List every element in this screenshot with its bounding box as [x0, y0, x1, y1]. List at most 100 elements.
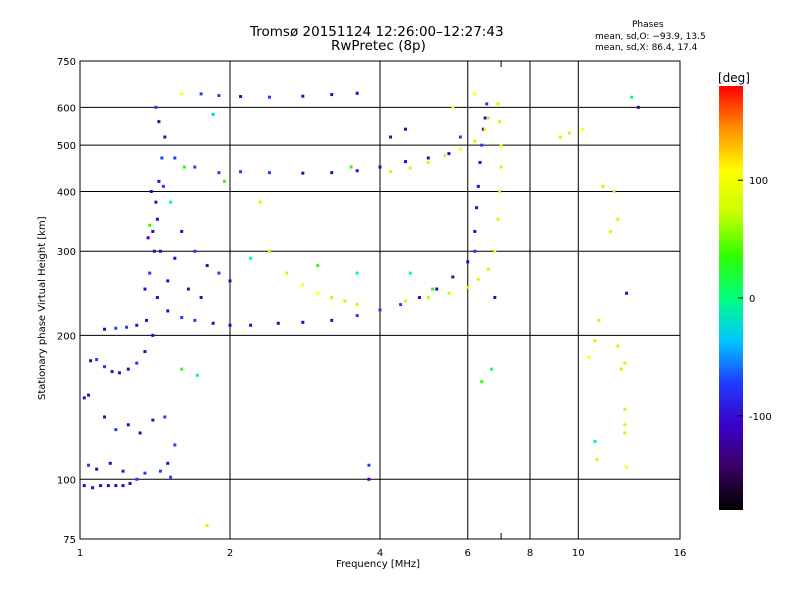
data-point	[114, 428, 118, 432]
data-point	[182, 165, 186, 169]
data-point	[95, 467, 99, 471]
data-point	[630, 95, 634, 99]
chart-subtitle: RwPretec (8p)	[331, 38, 426, 54]
phases-stats-x-mode: mean, sd,X: 86.4, 17.4	[595, 43, 698, 53]
data-point	[199, 92, 203, 96]
data-point	[408, 271, 412, 275]
data-point	[173, 156, 177, 160]
x-tick-label: 2	[227, 548, 233, 559]
x-tick-label: 8	[527, 548, 533, 559]
data-point	[154, 200, 158, 204]
data-point	[89, 359, 93, 363]
data-point	[103, 415, 107, 419]
data-point	[458, 135, 462, 139]
data-point	[205, 524, 209, 528]
data-point	[166, 309, 170, 313]
data-point	[316, 264, 320, 268]
data-point	[228, 323, 232, 327]
data-point	[399, 303, 403, 307]
data-point	[108, 461, 112, 465]
data-point	[180, 92, 184, 96]
data-point	[355, 91, 359, 95]
data-point	[155, 217, 159, 221]
x-tick-label: 10	[572, 548, 585, 559]
y-tick-label: 75	[63, 535, 76, 546]
data-point	[95, 358, 99, 362]
x-tick-label: 16	[674, 548, 687, 559]
data-point	[239, 170, 243, 174]
data-point	[106, 484, 110, 488]
chart-title: Tromsø 20151124 12:26:00–12:27:43	[250, 24, 504, 40]
data-point	[403, 299, 407, 303]
data-point	[330, 296, 334, 300]
data-point	[163, 135, 167, 139]
data-point	[466, 285, 470, 289]
data-point	[114, 326, 118, 330]
data-point	[117, 371, 121, 375]
data-point	[567, 131, 571, 135]
data-point	[146, 236, 150, 240]
data-point	[486, 267, 490, 271]
data-point	[155, 296, 159, 300]
y-tick-label: 300	[57, 247, 76, 258]
data-point	[478, 160, 482, 164]
data-point	[587, 355, 591, 359]
data-point	[91, 486, 95, 490]
data-point	[623, 423, 627, 427]
data-point	[426, 296, 430, 300]
data-point	[276, 321, 280, 325]
colorbar: 100 0 -100	[719, 86, 772, 510]
data-point	[126, 423, 130, 427]
y-tick-label: 100	[57, 475, 76, 486]
data-point	[378, 165, 382, 169]
data-point	[623, 407, 627, 411]
data-point	[151, 333, 155, 337]
data-point	[483, 116, 487, 120]
data-point	[82, 484, 86, 488]
data-point	[316, 291, 320, 295]
data-point	[355, 314, 359, 318]
data-point	[285, 271, 289, 275]
plot-frame	[79, 60, 681, 540]
data-point	[558, 135, 562, 139]
data-point	[490, 367, 494, 371]
data-point	[249, 323, 253, 327]
x-axis-label: Frequency [MHz]	[336, 559, 421, 570]
data-point	[496, 102, 500, 106]
data-point	[476, 184, 480, 188]
data-point	[473, 139, 477, 143]
data-point	[426, 160, 430, 164]
data-point	[86, 463, 90, 467]
data-point	[143, 350, 147, 354]
data-point	[160, 156, 164, 160]
phases-stats-heading: Phases	[632, 20, 664, 30]
data-point	[435, 287, 439, 291]
data-point	[619, 367, 623, 371]
data-point	[114, 484, 118, 488]
data-point	[349, 165, 353, 169]
data-point	[193, 165, 197, 169]
data-point	[154, 105, 158, 109]
data-point	[498, 189, 502, 193]
phases-stats-o-mode: mean, sd,O: −93.9, 13.5	[595, 32, 706, 42]
data-point	[149, 189, 153, 193]
data-point	[267, 249, 271, 253]
colorbar-tick-label: -100	[749, 412, 772, 423]
y-tick-label: 500	[57, 141, 76, 152]
data-point	[173, 443, 177, 447]
data-point	[476, 277, 480, 281]
data-point	[330, 171, 334, 175]
data-point	[86, 393, 90, 397]
data-point	[99, 484, 103, 488]
data-point	[480, 143, 484, 147]
data-point	[301, 171, 305, 175]
data-point	[625, 291, 629, 295]
data-point	[623, 361, 627, 365]
data-point	[125, 325, 129, 329]
data-point	[193, 318, 197, 322]
colorbar-tick-label: 0	[749, 294, 755, 305]
data-point	[343, 299, 347, 303]
data-point	[267, 171, 271, 175]
data-point	[143, 287, 147, 291]
data-point	[636, 105, 640, 109]
